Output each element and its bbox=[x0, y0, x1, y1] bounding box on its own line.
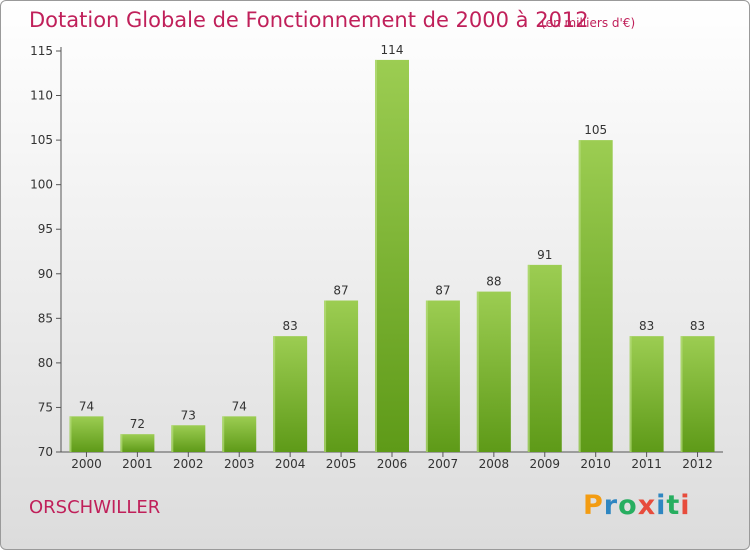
bar bbox=[527, 264, 562, 452]
bar bbox=[476, 291, 511, 452]
logo-letter: i bbox=[656, 490, 667, 521]
x-tick-label: 2005 bbox=[326, 457, 357, 471]
x-tick-label: 2004 bbox=[275, 457, 306, 471]
bar-highlight bbox=[476, 291, 479, 452]
bar bbox=[120, 434, 155, 452]
bar-highlight bbox=[629, 336, 632, 452]
bar bbox=[69, 416, 104, 452]
bar-highlight bbox=[273, 336, 276, 452]
chart-unit-label: (en milliers d'€) bbox=[541, 16, 636, 30]
y-tick-label: 95 bbox=[38, 222, 53, 236]
bar bbox=[578, 140, 613, 452]
y-tick-label: 90 bbox=[38, 267, 53, 281]
x-tick-label: 2007 bbox=[428, 457, 459, 471]
bar-value-label: 87 bbox=[435, 284, 450, 298]
bar-highlight bbox=[527, 264, 530, 452]
x-tick-label: 2001 bbox=[122, 457, 153, 471]
logo-letter: t bbox=[666, 490, 681, 521]
x-tick-label: 2009 bbox=[529, 457, 560, 471]
chart-title: Dotation Globale de Fonctionnement de 20… bbox=[29, 8, 589, 32]
chart-labels: 74 2000 72 2001 73 2002 74 2003 83 2004 87 2005 114 2… bbox=[71, 43, 713, 471]
bar-value-label: 72 bbox=[130, 417, 145, 431]
logo-letter: i bbox=[680, 490, 691, 521]
bar-value-label: 83 bbox=[283, 319, 298, 333]
proxiti-logo: Proxiti bbox=[583, 490, 691, 521]
bar bbox=[425, 300, 460, 452]
bar-highlight bbox=[69, 416, 72, 452]
bar-value-label: 88 bbox=[486, 275, 501, 289]
bar-value-label: 83 bbox=[690, 319, 705, 333]
x-tick-label: 2002 bbox=[173, 457, 204, 471]
commune-name: ORSCHWILLER bbox=[29, 497, 161, 518]
bar-highlight bbox=[375, 59, 377, 453]
bar-value-label: 114 bbox=[381, 43, 404, 57]
x-tick-label: 2011 bbox=[631, 457, 662, 471]
x-tick-label: 2012 bbox=[682, 457, 713, 471]
bar bbox=[273, 336, 308, 452]
bar-highlight bbox=[425, 300, 428, 452]
bar-highlight bbox=[680, 336, 683, 452]
bar bbox=[629, 336, 664, 452]
bar-value-label: 87 bbox=[333, 284, 348, 298]
y-tick-label: 110 bbox=[30, 89, 53, 103]
y-tick-label: 115 bbox=[30, 44, 53, 58]
bar bbox=[680, 336, 715, 452]
bar bbox=[324, 300, 359, 452]
logo-letter: o bbox=[618, 490, 638, 521]
y-tick-label: 80 bbox=[38, 356, 53, 370]
bar bbox=[222, 416, 257, 452]
bar-highlight bbox=[171, 425, 174, 452]
bar-highlight bbox=[222, 416, 225, 452]
y-tick-label: 70 bbox=[38, 445, 53, 459]
y-tick-label: 105 bbox=[30, 133, 53, 147]
logo-letter: P bbox=[583, 490, 604, 521]
bar-value-label: 105 bbox=[584, 123, 607, 137]
chart-bars bbox=[69, 59, 715, 453]
bar-highlight bbox=[324, 300, 327, 452]
y-tick-label: 85 bbox=[38, 311, 53, 325]
y-tick-label: 100 bbox=[30, 178, 53, 192]
x-tick-label: 2003 bbox=[224, 457, 255, 471]
chart-axes: 70 75 80 85 90 95 100 105 110 115 bbox=[30, 44, 723, 459]
x-tick-label: 2010 bbox=[580, 457, 611, 471]
logo-letter: x bbox=[637, 490, 657, 521]
x-tick-label: 2006 bbox=[377, 457, 408, 471]
bar-value-label: 74 bbox=[79, 399, 94, 413]
x-tick-label: 2008 bbox=[479, 457, 510, 471]
x-tick-label: 2000 bbox=[71, 457, 102, 471]
bar-value-label: 74 bbox=[232, 399, 247, 413]
bar-highlight bbox=[120, 434, 123, 452]
bar-value-label: 91 bbox=[537, 248, 552, 262]
bar-value-label: 83 bbox=[639, 319, 654, 333]
logo-letter: r bbox=[603, 490, 619, 521]
bar bbox=[375, 59, 409, 453]
y-tick-label: 75 bbox=[38, 400, 53, 414]
bar-highlight bbox=[578, 140, 581, 452]
bar-value-label: 73 bbox=[181, 408, 196, 422]
bar bbox=[171, 425, 206, 452]
